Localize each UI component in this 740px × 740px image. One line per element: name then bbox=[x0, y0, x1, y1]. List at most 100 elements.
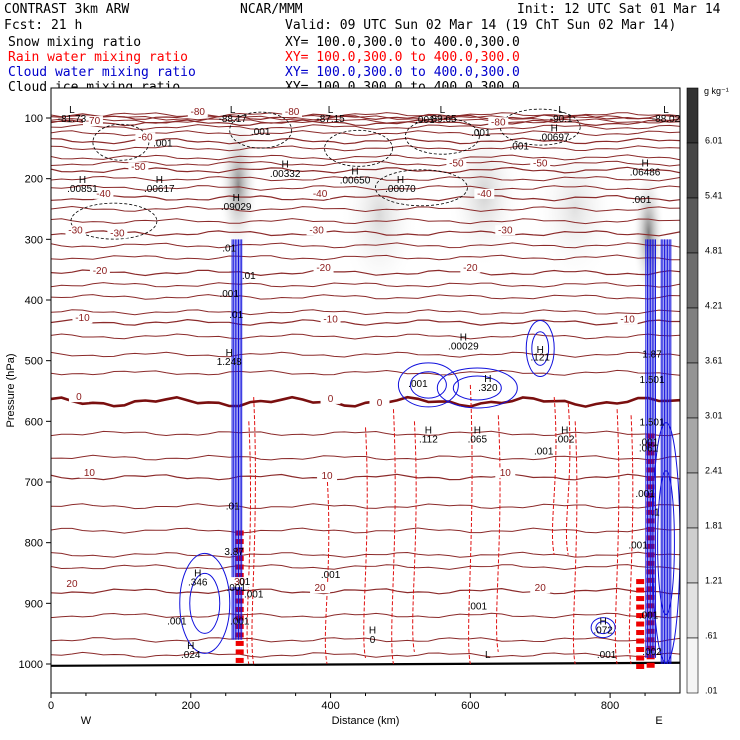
rain-marker bbox=[235, 649, 244, 655]
rain-contour bbox=[246, 421, 251, 665]
isotherm--30 bbox=[51, 230, 680, 237]
label-background bbox=[617, 314, 638, 325]
label-background bbox=[82, 116, 103, 127]
extremum-label: -87.15 bbox=[316, 114, 345, 125]
extremum-label: H bbox=[369, 626, 376, 637]
isotherm-0 bbox=[51, 395, 680, 408]
label-background bbox=[135, 132, 156, 143]
label-background bbox=[61, 578, 82, 589]
isotherm-label: 20 bbox=[535, 583, 547, 594]
isotherm-label: -60 bbox=[138, 132, 153, 143]
label-background bbox=[488, 117, 509, 128]
contour-value-label: .001 bbox=[639, 438, 659, 449]
extremum-label: H bbox=[474, 425, 481, 436]
rain-contour bbox=[572, 421, 578, 665]
isotherm-line bbox=[51, 309, 680, 316]
isotherm-label: 20 bbox=[315, 583, 327, 594]
contour-value-label: .001 bbox=[244, 589, 264, 600]
label-background bbox=[317, 470, 338, 481]
isotherm-line bbox=[51, 175, 680, 182]
colorbar-label: 5.41 bbox=[705, 190, 723, 200]
extremum-label: .00070 bbox=[385, 184, 416, 195]
y-tick-label: 900 bbox=[25, 598, 43, 610]
rain-contour bbox=[324, 475, 330, 665]
y-tick-label: 1000 bbox=[19, 659, 43, 671]
extremum-label: H bbox=[233, 193, 240, 204]
extremum-label: H bbox=[641, 159, 648, 170]
rain-marker bbox=[636, 664, 645, 669]
extremum-label: H bbox=[551, 123, 558, 134]
rain-contour bbox=[496, 415, 501, 652]
rain-contour bbox=[391, 409, 396, 665]
cloud-water-contour bbox=[189, 572, 221, 634]
extremum-label: L bbox=[328, 105, 334, 116]
label-background bbox=[530, 158, 551, 169]
isotherm-label: -30 bbox=[498, 225, 513, 236]
rain-marker bbox=[636, 587, 645, 593]
contour-value-label: .001 bbox=[251, 127, 271, 138]
rain-marker bbox=[235, 657, 244, 663]
contour-value-label: .001 bbox=[510, 142, 530, 153]
cloud-water-contour bbox=[179, 552, 231, 654]
y-tick-label: 400 bbox=[25, 295, 43, 307]
contour-value-label: .1 bbox=[651, 507, 660, 518]
isotherm-10 bbox=[51, 473, 680, 481]
label-background bbox=[89, 265, 110, 276]
cloud-water-contour bbox=[436, 367, 518, 409]
isotherm-label: 10 bbox=[321, 471, 333, 482]
isotherm-label: -20 bbox=[316, 263, 331, 274]
extremum-label: .346 bbox=[188, 578, 208, 589]
cloud-water-contour bbox=[531, 331, 550, 366]
legend-xy-label: XY= 100.0,300.0 to 400.0,300.0 bbox=[285, 50, 520, 65]
rain-marker bbox=[636, 596, 645, 602]
isotherm-label: 10 bbox=[500, 468, 512, 479]
isotherm-line bbox=[51, 369, 680, 376]
isotherm-line bbox=[51, 184, 680, 191]
contour-value-label: .001 bbox=[153, 139, 173, 150]
colorbar-label: 3.61 bbox=[705, 355, 723, 365]
extremum-label: L bbox=[230, 105, 236, 116]
extremum-label: H bbox=[600, 617, 607, 628]
rain-marker bbox=[636, 655, 645, 661]
colorbar-label: 2.41 bbox=[705, 465, 723, 475]
label-background bbox=[68, 392, 89, 403]
y-tick-label: 200 bbox=[25, 174, 43, 186]
colorbar-label: 1.81 bbox=[705, 520, 723, 530]
contour-value-label: .001 bbox=[628, 541, 648, 552]
contour-value-label: .001 bbox=[219, 289, 239, 300]
init-time: Init: 12 UTC Sat 01 Mar 14 bbox=[517, 2, 721, 17]
contour-value-label: .001 bbox=[635, 489, 655, 500]
cloud-water-contour bbox=[657, 470, 675, 616]
isotherm--40 bbox=[51, 194, 680, 202]
extremum-label: H bbox=[484, 374, 491, 385]
label-background bbox=[320, 393, 341, 404]
contour-value-label: .001 bbox=[167, 617, 187, 628]
contour-value-label: .001 bbox=[226, 583, 246, 594]
isotherm--80 bbox=[51, 113, 680, 121]
label-background bbox=[79, 467, 100, 478]
isotherm-label: -80 bbox=[285, 107, 300, 118]
isotherm--20 bbox=[51, 269, 680, 277]
isotherm-label: -50 bbox=[533, 159, 548, 170]
label-background bbox=[65, 225, 86, 236]
isotherm-label: -70 bbox=[86, 116, 101, 127]
extremum-label: L bbox=[69, 105, 75, 116]
extremum-label: L bbox=[485, 650, 491, 661]
isotherm-label: 0 bbox=[76, 392, 82, 403]
label-background bbox=[282, 106, 303, 117]
contour-value-label: .01 bbox=[236, 577, 250, 588]
y-tick-label: 500 bbox=[25, 356, 43, 368]
isotherm-line bbox=[51, 612, 680, 619]
contour-value-label: .001 bbox=[639, 611, 659, 622]
extremum-label: H bbox=[156, 175, 163, 186]
legend-field-label: Cloud water mixing ratio bbox=[8, 65, 196, 80]
colorbar: g kg⁻¹ 6.01 5.41 4.81 4.21 3.61 3.01 2.41 1.81 1.… bbox=[686, 86, 729, 695]
y-tick-label: 100 bbox=[25, 113, 43, 125]
isotherm-label: -50 bbox=[131, 162, 146, 173]
isotherm-line bbox=[51, 503, 680, 510]
rain-contour bbox=[614, 409, 620, 665]
x-tick-label: 0 bbox=[48, 700, 54, 712]
contour-value-label: .001 bbox=[632, 195, 652, 206]
snow-contour bbox=[229, 111, 293, 149]
colorbar-label: 1.21 bbox=[705, 575, 723, 585]
